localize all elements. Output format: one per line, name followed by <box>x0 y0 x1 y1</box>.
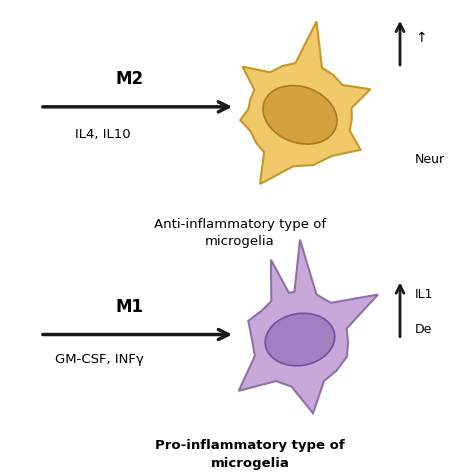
Text: Neur: Neur <box>415 153 445 166</box>
Text: GM-CSF, INFγ: GM-CSF, INFγ <box>55 354 144 366</box>
Text: M2: M2 <box>116 70 144 88</box>
Text: Anti-inflammatory type of: Anti-inflammatory type of <box>154 218 326 231</box>
Ellipse shape <box>265 313 335 366</box>
Polygon shape <box>240 21 371 184</box>
Text: microgelia: microgelia <box>205 235 275 247</box>
Text: microgelia: microgelia <box>210 457 290 470</box>
Text: De: De <box>415 323 432 336</box>
Text: IL4, IL10: IL4, IL10 <box>75 128 131 141</box>
Text: IL1: IL1 <box>415 288 434 301</box>
Ellipse shape <box>263 85 337 144</box>
Polygon shape <box>239 240 378 413</box>
Text: Pro-inflammatory type of: Pro-inflammatory type of <box>155 439 345 452</box>
Text: ↑: ↑ <box>415 31 427 45</box>
Text: M1: M1 <box>116 298 144 316</box>
